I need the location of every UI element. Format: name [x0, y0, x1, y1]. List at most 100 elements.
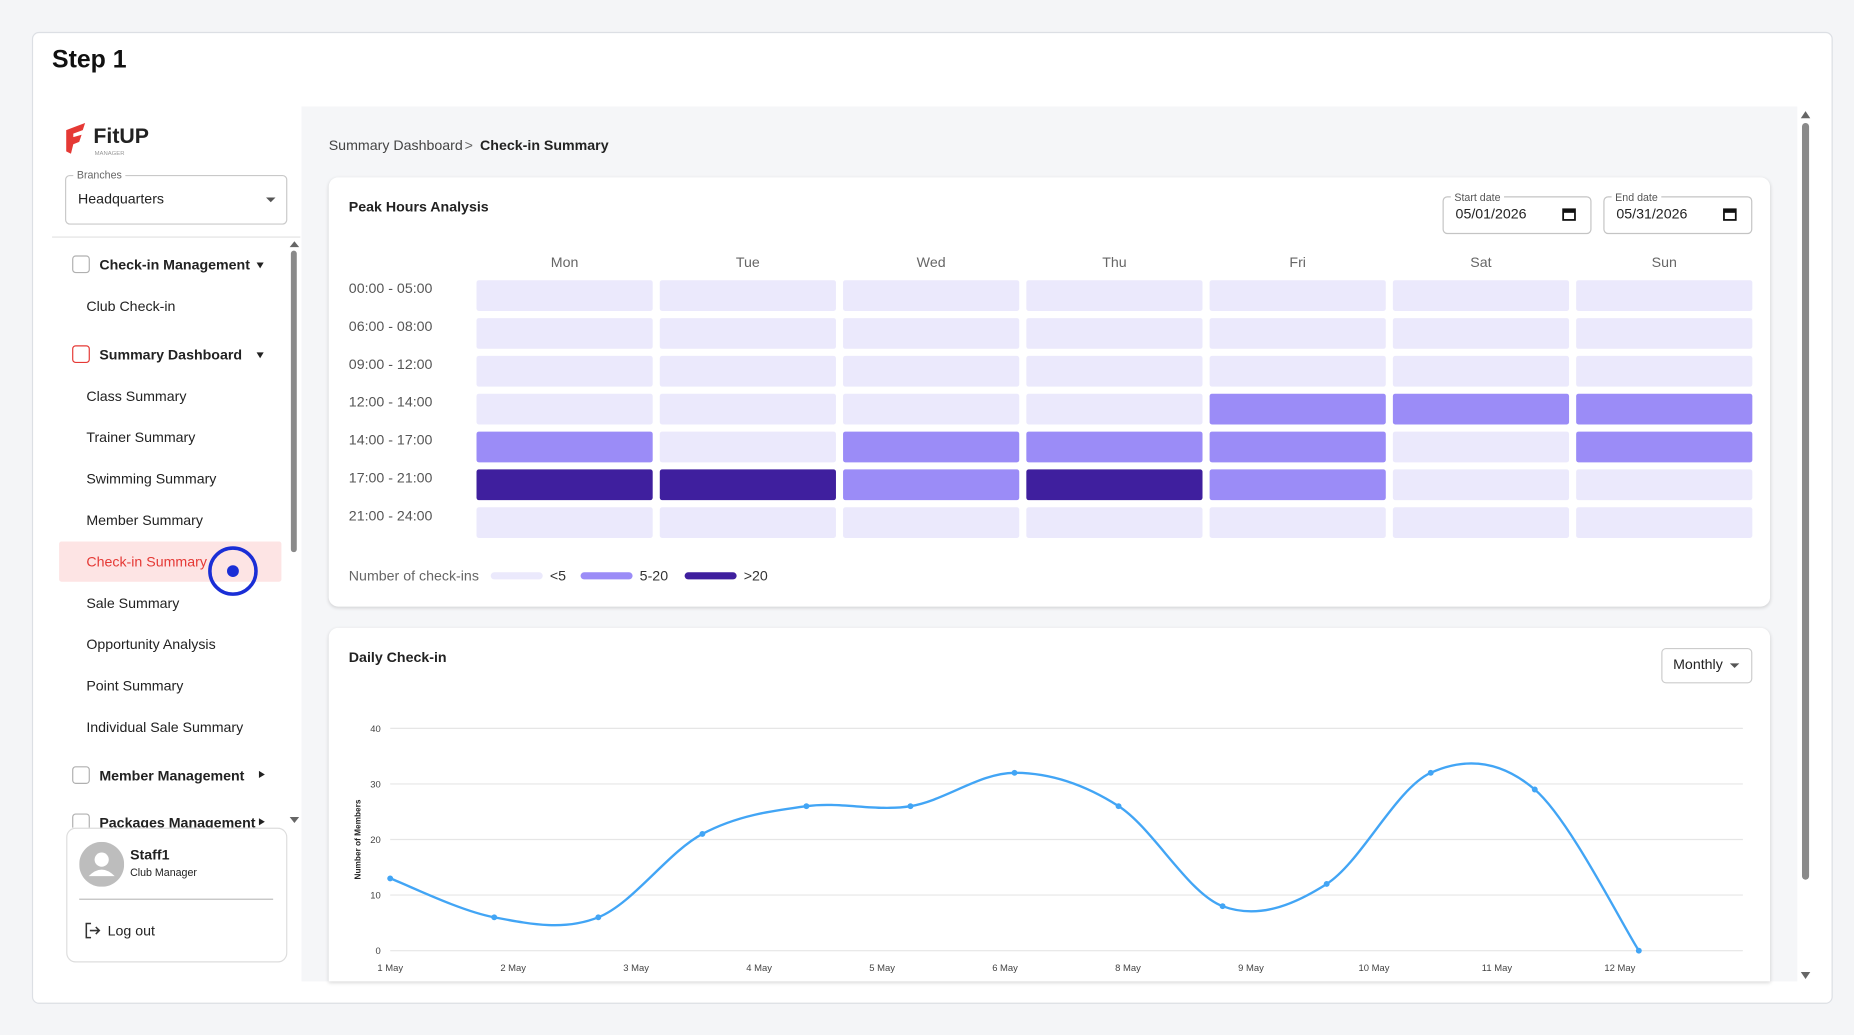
calendar-icon	[1562, 208, 1576, 221]
x-tick-label: 5 May	[869, 963, 895, 974]
branch-value: Headquarters	[78, 190, 165, 207]
heat-cell	[1576, 507, 1753, 538]
heat-cell	[1026, 393, 1203, 425]
breadcrumb-separator: >	[464, 137, 473, 154]
menu-group[interactable]: Packages Management	[99, 814, 256, 828]
heat-cell	[1026, 431, 1203, 463]
x-tick-label: 11 May	[1482, 963, 1513, 974]
heat-cell	[1026, 355, 1203, 387]
heat-cell	[1209, 507, 1386, 538]
scroll-up[interactable]	[1800, 111, 1811, 119]
data-point	[1011, 769, 1018, 776]
daily-checkin-title: Daily Check-in	[348, 649, 447, 666]
start-date-label: Start date	[1450, 183, 1505, 212]
data-point	[387, 875, 394, 882]
day-label: Sat	[1470, 254, 1492, 271]
end-date-label: End date	[1611, 183, 1662, 212]
heat-cell	[1576, 469, 1753, 501]
menu-item[interactable]: Sale Summary	[86, 594, 180, 612]
heat-cell	[659, 393, 836, 425]
y-tick-label: 30	[370, 779, 381, 790]
menu: Check-in Management Club Check-in Summary …	[52, 236, 288, 828]
day-label: Wed	[916, 254, 946, 271]
heat-cell	[1209, 431, 1386, 463]
legend-label: >20	[743, 567, 768, 585]
logout-button[interactable]: Log out	[107, 922, 155, 939]
heat-cell	[659, 318, 836, 349]
start-date-input[interactable]	[1442, 196, 1592, 235]
heat-cell	[476, 280, 653, 311]
breadcrumb-parent[interactable]: Summary Dashboard	[328, 137, 463, 154]
menu-item[interactable]: Check-in Summary	[86, 553, 207, 570]
menu-group[interactable]: Check-in Management	[99, 256, 250, 274]
menu-item[interactable]: Swimming Summary	[86, 470, 217, 488]
menu-item[interactable]: Class Summary	[86, 387, 187, 405]
menu-caret	[258, 770, 265, 779]
heat-cell	[1209, 318, 1386, 349]
slot-label: 21:00 - 24:00	[348, 507, 433, 524]
click-indicator	[208, 546, 258, 596]
user-avatar	[79, 841, 125, 887]
heat-cell	[1026, 507, 1203, 538]
data-point	[699, 830, 706, 837]
heat-cell	[1392, 280, 1570, 311]
scroll-down[interactable]	[1800, 971, 1811, 980]
legend-swatch	[684, 572, 737, 580]
menu-icon	[72, 813, 90, 828]
x-tick-label: 4 May	[746, 963, 772, 974]
heat-cell	[659, 280, 836, 311]
sidebar-scroll-up[interactable]	[289, 241, 300, 248]
slot-label: 06:00 - 08:00	[348, 318, 433, 335]
data-point	[491, 914, 498, 921]
data-point	[1531, 786, 1538, 793]
logo-text: FitUP	[93, 124, 149, 148]
menu-item[interactable]: Trainer Summary	[86, 429, 196, 446]
logo-sub: MANAGER	[94, 150, 125, 158]
heat-cell	[1576, 280, 1753, 311]
sidebar-scroll-down[interactable]	[289, 817, 300, 823]
day-label: Fri	[1289, 254, 1306, 271]
heat-cell	[1026, 469, 1203, 501]
menu-icon	[72, 766, 90, 784]
menu-group[interactable]: Member Management	[99, 767, 245, 784]
menu-caret	[258, 818, 265, 826]
menu-icon	[72, 255, 90, 274]
heat-cell	[476, 431, 653, 463]
menu-item[interactable]: Point Summary	[86, 677, 184, 695]
heat-cell	[1392, 318, 1570, 349]
user-role: Club Manager	[130, 866, 197, 879]
period-select[interactable]	[1661, 647, 1753, 684]
heat-cell	[843, 469, 1020, 501]
day-label: Mon	[550, 254, 579, 271]
sidebar-scroll-thumb	[290, 250, 297, 553]
heat-cell	[1209, 280, 1386, 311]
legend-swatch	[490, 572, 543, 580]
heat-cell	[659, 469, 836, 501]
user-divider	[79, 898, 274, 900]
x-tick-label: 10 May	[1358, 963, 1389, 974]
heat-cell	[1392, 431, 1570, 463]
menu-group[interactable]: Summary Dashboard	[99, 346, 243, 363]
heat-cell	[1209, 469, 1386, 501]
line-chart: 0 10 20 30 40 Number of Members 1 May 2 May 3 Ma…	[354, 724, 1743, 974]
y-axis-label: Number of Members	[354, 799, 363, 879]
heat-cell	[659, 507, 836, 538]
menu-item[interactable]: Individual Sale Summary	[86, 718, 244, 736]
heat-cell	[843, 507, 1020, 538]
logout-icon	[85, 922, 101, 939]
data-point	[1219, 903, 1226, 910]
end-date-input[interactable]	[1603, 196, 1753, 235]
branch-label: Branches	[73, 160, 126, 190]
logo-icon	[66, 122, 86, 154]
menu-item[interactable]: Opportunity Analysis	[86, 636, 216, 653]
menu-item[interactable]: Club Check-in	[86, 297, 176, 315]
peak-hours-title: Peak Hours Analysis	[348, 198, 489, 216]
slot-label: 12:00 - 14:00	[348, 393, 433, 411]
menu-caret	[256, 262, 264, 269]
menu-item[interactable]: Member Summary	[86, 511, 204, 529]
heat-cell	[1392, 355, 1570, 387]
select-caret	[266, 197, 276, 203]
heat-cell	[1576, 393, 1753, 425]
y-tick-label: 10	[370, 891, 381, 902]
